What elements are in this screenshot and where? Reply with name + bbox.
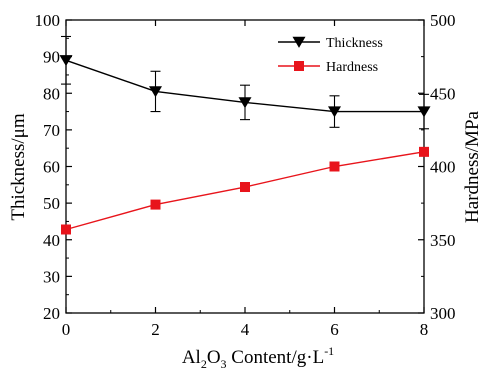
data-point-hardness [61, 224, 71, 235]
data-point-hardness [240, 182, 250, 193]
legend-label-hardness: Hardness [326, 60, 378, 75]
x-tick-label: 2 [151, 320, 160, 339]
y-left-tick-label: 90 [43, 48, 60, 67]
data-point-thickness [149, 86, 162, 98]
y-left-tick-label: 100 [35, 11, 61, 30]
y-right-tick-label: 450 [430, 84, 456, 103]
legend-label-thickness: Thickness [326, 36, 383, 51]
legend-marker-hardness [294, 61, 304, 71]
x-tick-label: 8 [420, 320, 429, 339]
chart-marks [59, 35, 431, 235]
data-point-thickness [238, 97, 252, 109]
y-left-tick-label: 60 [43, 158, 60, 177]
x-tick-label: 4 [241, 320, 250, 339]
data-point-hardness [329, 161, 340, 172]
y-left-tick-label: 20 [43, 304, 60, 323]
y-left-tick-label: 40 [43, 231, 60, 250]
data-point-thickness [417, 106, 431, 118]
legend-marker-thickness [292, 36, 306, 48]
x-tick-label: 0 [62, 320, 71, 339]
data-point-hardness [150, 199, 161, 210]
data-point-hardness [419, 146, 429, 157]
chart-axes: 0 2 4 6 8 20 30 40 50 60 70 80 90 100 300 350 400 450 500 [35, 11, 456, 339]
y-left-tick-label: 80 [43, 84, 60, 103]
y-left-tick-label: 50 [43, 194, 60, 213]
y-right-tick-label: 500 [430, 11, 456, 30]
data-point-thickness [59, 55, 73, 67]
data-point-thickness [328, 106, 341, 118]
x-tick-label: 6 [330, 320, 339, 339]
y-axis-right-label: Hardness/MPa [462, 111, 483, 223]
y-axis-left-label: Thickness/μm [8, 113, 29, 221]
y-right-tick-label: 400 [430, 158, 456, 177]
x-axis-label: Al2O3 Content/g·L-1 [182, 344, 334, 371]
chart-legend: Thickness Hardness [278, 36, 383, 75]
y-left-tick-label: 30 [43, 267, 60, 286]
y-right-tick-label: 300 [430, 304, 456, 323]
y-right-tick-label: 350 [430, 231, 456, 250]
y-left-tick-label: 70 [43, 121, 60, 140]
